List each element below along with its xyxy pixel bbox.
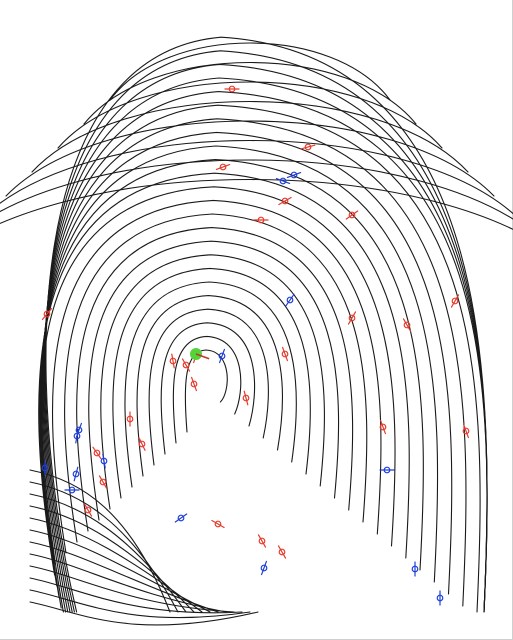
minutia-ending xyxy=(126,411,134,427)
minutia-ending xyxy=(462,423,470,439)
ridge-sweep xyxy=(29,517,203,613)
ridge-arch xyxy=(0,178,513,231)
ridge-arch xyxy=(31,101,469,173)
core-point-marker xyxy=(190,348,210,360)
minutia-ending xyxy=(277,545,287,559)
ridge-lines xyxy=(0,36,513,626)
ridge-loop xyxy=(160,322,256,455)
minutiae-layer xyxy=(41,85,470,606)
ridge-sweep xyxy=(29,529,211,613)
minutia-ending xyxy=(41,308,53,320)
ridge-loop xyxy=(88,240,340,521)
ridge-loop xyxy=(76,227,354,532)
minutia-ending xyxy=(181,358,191,372)
minutia-bifurcation xyxy=(174,513,188,523)
minutia-ending xyxy=(253,216,269,224)
minutia-ending xyxy=(215,163,231,171)
minutia-bifurcation xyxy=(72,466,80,482)
minutia-ending xyxy=(98,475,108,489)
minutia-bifurcation xyxy=(411,561,419,577)
ridge-loop xyxy=(52,199,382,554)
minutia-ending xyxy=(281,346,289,362)
minutia-bifurcation xyxy=(218,348,226,364)
minutia-ending xyxy=(169,353,177,369)
ridge-loop xyxy=(172,335,242,444)
ridge-loop xyxy=(44,50,488,613)
ridge-arch xyxy=(57,81,443,149)
ridge-loop xyxy=(39,159,424,587)
ridge-arch xyxy=(0,139,513,215)
minutia-ending xyxy=(211,519,225,529)
ridge-loop xyxy=(39,186,396,565)
ridge-loop xyxy=(38,172,410,576)
ridge-loop xyxy=(42,104,481,613)
ridge-loop xyxy=(148,308,269,466)
ridge-arch xyxy=(5,120,495,197)
minutia-ending xyxy=(83,503,93,517)
minutia-ending xyxy=(450,294,460,308)
ridge-loop xyxy=(124,281,297,488)
ridge-loop xyxy=(39,145,439,598)
ridge-sweep xyxy=(29,565,235,613)
ridge-arch xyxy=(0,159,513,220)
ridge-loop xyxy=(44,63,488,613)
minutia-ending xyxy=(257,534,267,548)
ridge-loop xyxy=(64,213,368,543)
minutia-ending xyxy=(300,143,316,151)
minutia-ending xyxy=(278,196,292,206)
minutia-ending xyxy=(190,376,198,392)
ridge-sweep xyxy=(29,589,251,619)
ridge-sweep xyxy=(29,577,243,614)
ridge-loop xyxy=(184,349,228,433)
ridge-loop xyxy=(136,295,283,477)
minutia-ending xyxy=(402,318,412,332)
minutia-ending xyxy=(242,390,250,406)
ridge-sweep xyxy=(29,541,219,613)
ridge-loop xyxy=(43,77,488,613)
minutia-bifurcation xyxy=(436,590,444,606)
minutia-bifurcation xyxy=(64,486,80,494)
ridge-arch xyxy=(83,62,417,125)
minutia-ending xyxy=(379,419,387,435)
minutia-bifurcation xyxy=(260,560,268,576)
ridge-loop xyxy=(45,36,488,613)
ridge-arch xyxy=(109,42,391,101)
ridge-loop xyxy=(42,91,488,613)
minutia-ending xyxy=(347,311,357,325)
minutia-ending xyxy=(224,85,240,93)
ridge-loop xyxy=(112,267,311,499)
ridge-loop xyxy=(41,118,467,613)
minutia-ending xyxy=(138,437,146,451)
ridge-loop xyxy=(100,254,325,510)
minutia-ending xyxy=(345,210,359,220)
minutia-ending xyxy=(92,446,102,460)
minutia-bifurcation xyxy=(275,177,291,185)
minutia-bifurcation xyxy=(75,422,83,438)
minutia-bifurcation xyxy=(286,171,302,179)
minutia-bifurcation xyxy=(379,466,395,474)
ridge-sweep xyxy=(29,601,259,626)
ridge-sweep xyxy=(29,553,227,613)
minutia-bifurcation xyxy=(41,460,49,476)
minutia-bifurcation xyxy=(100,453,108,469)
minutia-bifurcation xyxy=(285,293,295,307)
